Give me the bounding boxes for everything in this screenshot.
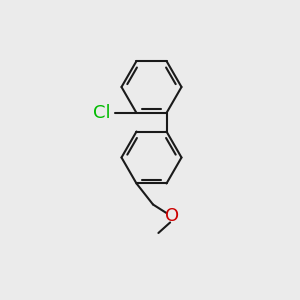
Text: Cl: Cl — [93, 104, 110, 122]
Text: O: O — [164, 208, 179, 226]
